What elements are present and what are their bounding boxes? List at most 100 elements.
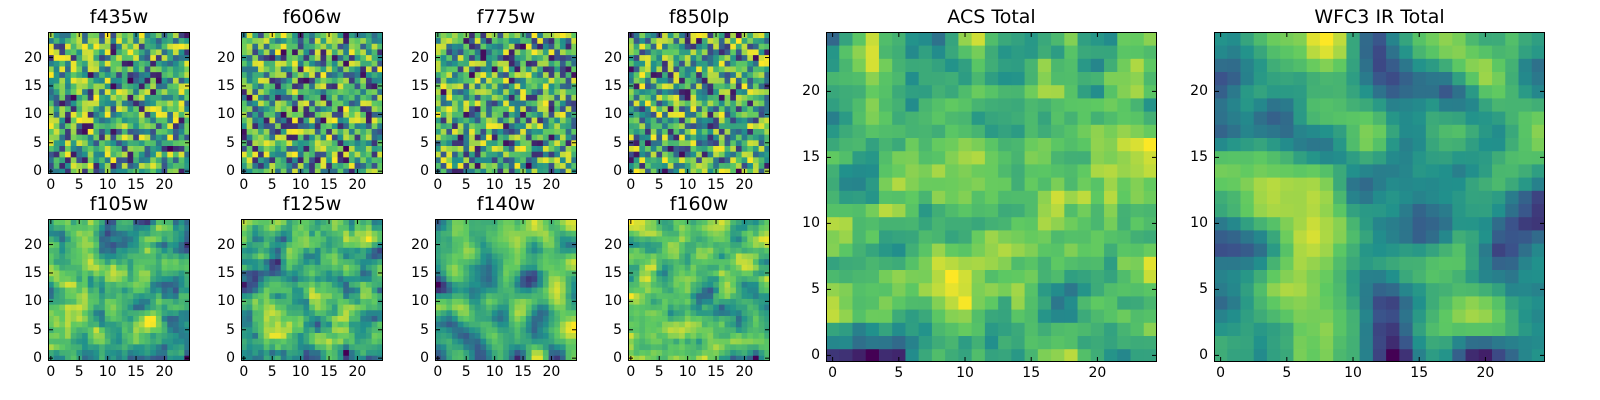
heatmap-cell: [474, 292, 481, 299]
heatmap-cell: [337, 326, 344, 333]
heatmap-cell: [650, 94, 657, 101]
heatmap-cell: [59, 83, 66, 90]
heatmap-cell: [571, 292, 577, 299]
heatmap-cell: [639, 54, 646, 61]
heatmap-cell: [457, 349, 464, 356]
heatmap-cell: [741, 281, 748, 288]
heatmap-cell: [99, 111, 106, 118]
heatmap-cell: [684, 83, 691, 90]
heatmap-cell: [354, 94, 361, 101]
heatmap-cell: [178, 264, 185, 271]
heatmap-cell: [59, 349, 66, 356]
heatmap-cell: [70, 241, 77, 248]
heatmap-cell: [662, 145, 669, 152]
heatmap-cell: [718, 338, 725, 345]
heatmap-cell: [76, 332, 83, 339]
heatmap-cell: [752, 37, 760, 44]
heatmap-cell: [571, 77, 577, 84]
heatmap-cell: [133, 60, 140, 67]
heatmap-cell: [565, 49, 572, 56]
heatmap-cell: [474, 156, 481, 164]
x-tick-label: 0: [433, 177, 443, 193]
heatmap-cell: [480, 253, 487, 260]
heatmap-cell: [172, 281, 180, 288]
heatmap-cell: [730, 315, 737, 322]
heatmap-cell: [650, 275, 657, 282]
heatmap-cell: [337, 224, 344, 231]
heatmap-cell: [371, 275, 378, 282]
heatmap-cell: [53, 349, 60, 356]
heatmap-cell: [491, 349, 498, 356]
heatmap-cell: [280, 117, 287, 124]
heatmap-cell: [76, 224, 83, 231]
heatmap-cell: [628, 332, 635, 339]
heatmap-cell: [514, 236, 521, 243]
heatmap-cell: [161, 77, 168, 84]
heatmap-cell: [104, 349, 111, 356]
heatmap-cell: [269, 298, 276, 305]
heatmap-cell: [690, 83, 697, 90]
heatmap-cell: [280, 224, 287, 231]
heatmap-cell: [752, 332, 760, 339]
heatmap-cell: [440, 66, 447, 73]
heatmap-cell: [741, 60, 748, 67]
heatmap-cell: [639, 128, 646, 135]
heatmap-cell: [337, 304, 344, 311]
heatmap-cell: [628, 134, 635, 141]
heatmap-cell: [343, 304, 350, 311]
heatmap-cell: [326, 338, 333, 345]
heatmap-cell: [133, 88, 140, 95]
heatmap-cell: [161, 134, 168, 141]
heatmap-cell: [542, 83, 549, 90]
heatmap-cell: [377, 60, 383, 67]
heatmap-cell: [520, 88, 527, 95]
heatmap-cell: [263, 128, 270, 135]
heatmap-cell: [696, 292, 703, 299]
heatmap-cell: [275, 134, 282, 141]
heatmap-cell: [718, 315, 725, 322]
heatmap-cell: [246, 32, 253, 39]
heatmap-cell: [480, 275, 487, 282]
heatmap-cell: [150, 321, 157, 328]
heatmap-cell: [474, 37, 481, 44]
heatmap-cell: [326, 117, 333, 124]
heatmap-cell: [76, 321, 83, 328]
heatmap-cell: [690, 145, 697, 152]
heatmap-cell: [559, 66, 567, 73]
heatmap-cell: [463, 281, 470, 288]
heatmap-cell: [667, 151, 674, 158]
heatmap-cell: [542, 32, 549, 39]
heatmap-cell: [662, 349, 669, 356]
heatmap-cell: [87, 43, 94, 50]
heatmap-cell: [138, 258, 145, 265]
heatmap-cell: [65, 219, 72, 226]
heatmap-cell: [520, 258, 527, 265]
heatmap-cell: [172, 111, 180, 118]
heatmap-cell: [138, 253, 145, 260]
heatmap-cell: [673, 37, 680, 44]
heatmap-cell: [326, 258, 333, 265]
heatmap-cell: [735, 54, 742, 61]
heatmap-cell: [435, 349, 442, 356]
heatmap-cell: [752, 309, 760, 316]
heatmap-cell: [662, 77, 669, 84]
heatmap-cell: [161, 105, 168, 112]
heatmap-cell: [280, 236, 287, 243]
heatmap-cell: [662, 139, 669, 146]
heatmap-cell: [542, 54, 549, 61]
heatmap-cell: [246, 128, 253, 135]
heatmap-cell: [82, 241, 89, 248]
heatmap-cell: [371, 88, 378, 95]
heatmap-cell: [360, 275, 367, 282]
heatmap-cell: [138, 105, 145, 112]
heatmap-cell: [309, 162, 316, 169]
y-tick-label: 10: [24, 293, 42, 310]
heatmap-cell: [497, 151, 504, 158]
heatmap-cell: [554, 122, 561, 129]
heatmap-cell: [241, 43, 248, 50]
heatmap-cell: [275, 151, 282, 158]
heatmap-cell: [469, 355, 476, 361]
heatmap-cell: [486, 264, 493, 271]
heatmap-cell: [246, 236, 253, 243]
heatmap-cell: [571, 219, 577, 226]
